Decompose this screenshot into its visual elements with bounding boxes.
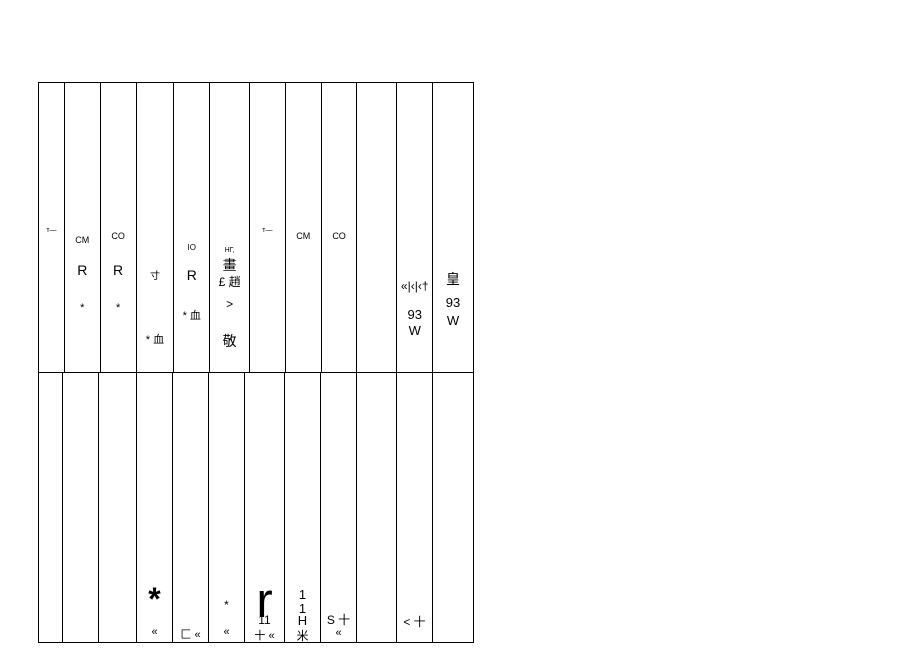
cell-text: CO xyxy=(322,231,357,241)
cell-text: CO xyxy=(101,231,136,241)
table-cell: IO R * 血 xyxy=(174,83,210,372)
cell-text: « xyxy=(321,627,356,639)
cell-text: W xyxy=(433,313,473,328)
table-cell xyxy=(63,373,99,643)
table-cell: т— xyxy=(250,83,286,372)
cell-text: 匚 « xyxy=(173,626,208,642)
cell-text: HГ, xyxy=(210,247,249,254)
table-cell: *« xyxy=(137,373,173,643)
cell-text: < 十 xyxy=(397,613,432,630)
table-cell xyxy=(357,83,397,372)
cell-text: R xyxy=(174,267,209,283)
table-cell: «|‹|‹† 93W xyxy=(397,83,433,372)
cell-text: « xyxy=(137,626,172,638)
cell-text: H xyxy=(285,613,320,628)
data-table: т—CMR*COR*寸* 血IOR* 血HГ,畫£ 趙>敬т—CMCO«|‹|‹… xyxy=(38,82,474,643)
table-cell: S 十« xyxy=(321,373,357,643)
cell-text: * xyxy=(101,302,136,314)
cell-text: 十 « xyxy=(245,627,284,643)
table-cell: CO R * xyxy=(101,83,137,372)
cell-text: IO xyxy=(174,243,209,252)
table-cell xyxy=(357,373,397,643)
table-cell xyxy=(39,373,63,643)
cell-text: «|‹|‹† xyxy=(397,279,432,293)
table-cell xyxy=(99,373,137,643)
table-cell: 匚 « xyxy=(173,373,209,643)
cell-text: 畫 xyxy=(210,255,249,275)
table-row-bottom: *«匚 «*«r11十 «11H米S 十«< 十 xyxy=(39,373,473,643)
cell-text: т— xyxy=(39,227,64,234)
cell-text: 11 xyxy=(245,613,284,627)
table-cell: CM R * xyxy=(65,83,101,372)
cell-text: W xyxy=(397,323,432,338)
cell-text: 米 xyxy=(285,627,320,644)
cell-text: > xyxy=(210,297,249,311)
cell-text: 敬 xyxy=(210,331,249,351)
table-cell: 11H米 xyxy=(285,373,321,643)
table-cell: CO xyxy=(322,83,358,372)
cell-text: * 血 xyxy=(174,307,209,323)
cell-text: CM xyxy=(286,231,321,241)
table-cell: т— xyxy=(39,83,65,372)
cell-text: * xyxy=(209,598,244,612)
table-cell: CM xyxy=(286,83,322,372)
table-cell xyxy=(433,373,473,643)
table-cell: r11十 « xyxy=(245,373,285,643)
cell-text: £ 趙 xyxy=(210,273,249,290)
cell-text: 1 xyxy=(285,587,320,602)
cell-text: * xyxy=(65,302,100,314)
table-cell: *« xyxy=(209,373,245,643)
cell-text: CM xyxy=(65,235,100,245)
cell-text: * xyxy=(137,581,172,618)
table-cell: 寸 * 血 xyxy=(137,83,175,372)
cell-text: * 血 xyxy=(137,331,174,347)
cell-text: 皇 xyxy=(433,269,473,289)
cell-text: S 十 xyxy=(321,611,356,628)
table-cell: < 十 xyxy=(397,373,433,643)
table-row-top: т—CMR*COR*寸* 血IOR* 血HГ,畫£ 趙>敬т—CMCO«|‹|‹… xyxy=(39,83,473,373)
cell-text: 寸 xyxy=(137,267,174,282)
cell-text: R xyxy=(101,262,136,278)
cell-text: 93 xyxy=(397,307,432,322)
cell-text: т— xyxy=(250,227,285,234)
table-cell: HГ,畫£ 趙 > 敬 xyxy=(210,83,250,372)
cell-text: R xyxy=(65,262,100,278)
cell-text: 93 xyxy=(433,295,473,310)
cell-text: « xyxy=(209,626,244,638)
table-cell: 皇 93 W xyxy=(433,83,473,372)
